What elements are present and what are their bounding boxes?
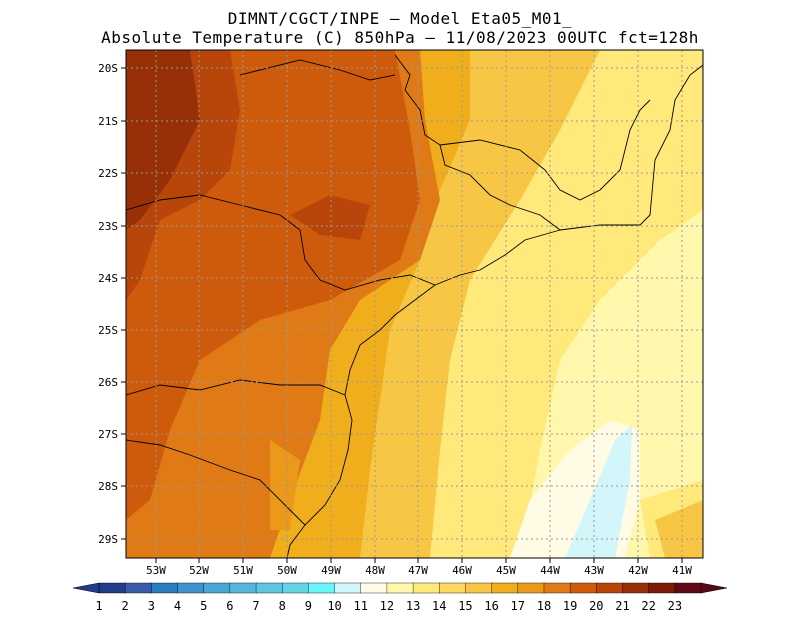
lat-label: 26S xyxy=(98,376,118,389)
colorbar-cell xyxy=(517,582,545,594)
colorbar-label: 18 xyxy=(537,599,551,613)
colorbar-label: 3 xyxy=(148,599,155,613)
colorbar-under-arrow xyxy=(72,582,100,594)
colorbar-label: 13 xyxy=(406,599,420,613)
colorbar-cell xyxy=(491,582,519,594)
lon-label: 43W xyxy=(584,564,604,577)
lat-label: 23S xyxy=(98,220,118,233)
colorbar-cell xyxy=(334,582,362,594)
colorbar-cell xyxy=(177,582,205,594)
colorbar-labels: 1 2 3 4 5 6 7 8 9 10 11 12 13 14 15 16 17 18 19 20 21 22 23 xyxy=(95,599,682,613)
map-gridlines xyxy=(126,50,703,558)
lat-label: 28S xyxy=(98,480,118,493)
lat-label: 29S xyxy=(98,533,118,546)
colorbar-cell xyxy=(386,582,414,594)
colorbar-cell xyxy=(439,582,467,594)
colorbar-label: 23 xyxy=(668,599,682,613)
lon-label: 49W xyxy=(321,564,341,577)
colorbar-cell xyxy=(308,582,336,594)
colorbar-label: 21 xyxy=(615,599,629,613)
colorbar-label: 14 xyxy=(432,599,446,613)
lon-label: 50W xyxy=(277,564,297,577)
lat-label: 21S xyxy=(98,115,118,128)
lon-label: 42W xyxy=(628,564,648,577)
colorbar-cell xyxy=(98,582,126,594)
colorbar-label: 1 xyxy=(95,599,102,613)
lon-label: 45W xyxy=(496,564,516,577)
longitude-labels: 53W 52W 51W 50W 49W 48W 47W 46W 45W 44W … xyxy=(146,564,692,577)
lat-label: 24S xyxy=(98,272,118,285)
colorbar-label: 9 xyxy=(305,599,312,613)
lon-label: 46W xyxy=(452,564,472,577)
colorbar-cell xyxy=(674,582,702,594)
lat-label: 27S xyxy=(98,428,118,441)
lon-label: 47W xyxy=(408,564,428,577)
chart-title-line1: DIMNT/CGCT/INPE – Model Eta05_M01_ xyxy=(227,9,573,28)
colorbar-cell xyxy=(203,582,231,594)
axis-ticks xyxy=(121,67,683,563)
colorbar-cell xyxy=(124,582,153,594)
lon-label: 48W xyxy=(365,564,385,577)
colorbar-label: 15 xyxy=(458,599,472,613)
colorbar-label: 16 xyxy=(484,599,498,613)
lon-label: 51W xyxy=(233,564,253,577)
colorbar-label: 11 xyxy=(354,599,368,613)
colorbar-cell xyxy=(282,582,310,594)
chart-title-line2: Absolute Temperature (C) 850hPa – 11/08/… xyxy=(101,28,699,47)
lon-label: 41W xyxy=(672,564,692,577)
colorbar-cell xyxy=(648,582,676,594)
colorbar-cell xyxy=(151,582,179,594)
colorbar-label: 6 xyxy=(226,599,233,613)
colorbar-cell xyxy=(543,582,571,594)
colorbar-cells xyxy=(98,582,702,594)
lat-label: 25S xyxy=(98,324,118,337)
lat-label: 22S xyxy=(98,167,118,180)
colorbar-label: 7 xyxy=(252,599,259,613)
colorbar-label: 19 xyxy=(563,599,577,613)
colorbar-label: 8 xyxy=(279,599,286,613)
colorbar-label: 2 xyxy=(122,599,129,613)
colorbar-over-arrow xyxy=(700,582,728,594)
colorbar-cell xyxy=(596,582,624,594)
lon-label: 53W xyxy=(146,564,166,577)
colorbar-cell xyxy=(412,582,440,594)
map-frame xyxy=(125,49,704,559)
colorbar-label: 20 xyxy=(589,599,603,613)
colorbar-cell xyxy=(622,582,650,594)
colorbar-cell xyxy=(229,582,257,594)
colorbar-label: 22 xyxy=(641,599,655,613)
coastline-borders xyxy=(125,54,704,559)
temperature-field xyxy=(126,50,703,558)
lat-label: 20S xyxy=(98,62,118,75)
colorbar-label: 10 xyxy=(327,599,341,613)
latitude-labels: 20S 21S 22S 23S 24S 25S 26S 27S 28S 29S xyxy=(98,62,118,546)
colorbar-label: 12 xyxy=(380,599,394,613)
colorbar-cell xyxy=(255,582,283,594)
colorbar-label: 5 xyxy=(200,599,207,613)
colorbar-label: 4 xyxy=(174,599,181,613)
colorbar-cell xyxy=(569,582,598,594)
colorbar-cell xyxy=(360,582,388,594)
colorbar-label: 17 xyxy=(511,599,525,613)
colorbar-cell xyxy=(465,582,493,594)
lon-label: 52W xyxy=(189,564,209,577)
lon-label: 44W xyxy=(540,564,560,577)
